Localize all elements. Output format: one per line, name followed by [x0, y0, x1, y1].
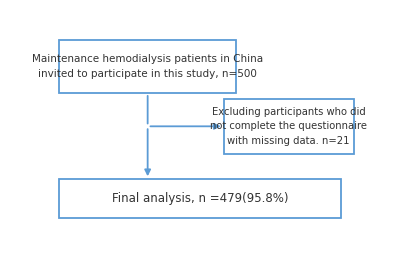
Text: Final analysis, n =479(95.8%): Final analysis, n =479(95.8%) [112, 192, 289, 205]
Text: Maintenance hemodialysis patients in China
invited to participate in this study,: Maintenance hemodialysis patients in Chi… [32, 54, 263, 79]
FancyBboxPatch shape [224, 99, 354, 154]
FancyBboxPatch shape [59, 40, 236, 93]
FancyBboxPatch shape [59, 179, 342, 218]
Text: Excluding participants who did
not complete the questionnaire
with missing data.: Excluding participants who did not compl… [210, 106, 367, 146]
